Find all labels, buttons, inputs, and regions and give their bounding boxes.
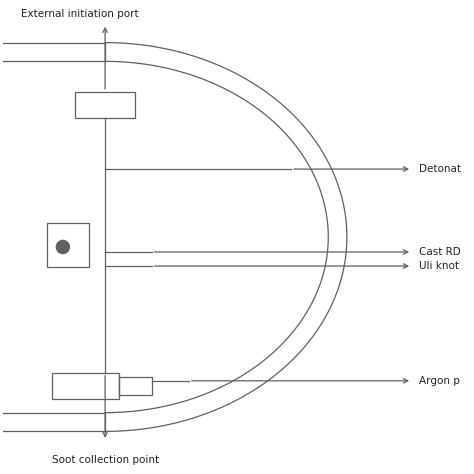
Circle shape <box>56 240 69 254</box>
Text: Soot collection point: Soot collection point <box>52 455 159 465</box>
Text: External initiation port: External initiation port <box>21 9 139 19</box>
Bar <box>119 377 152 395</box>
Text: Cast RD: Cast RD <box>419 247 461 257</box>
Bar <box>47 223 89 267</box>
Text: Uli knot: Uli knot <box>419 261 459 271</box>
Bar <box>52 373 119 399</box>
Text: Argon p: Argon p <box>419 376 460 386</box>
Text: Detonat: Detonat <box>419 164 461 174</box>
Bar <box>75 92 135 118</box>
